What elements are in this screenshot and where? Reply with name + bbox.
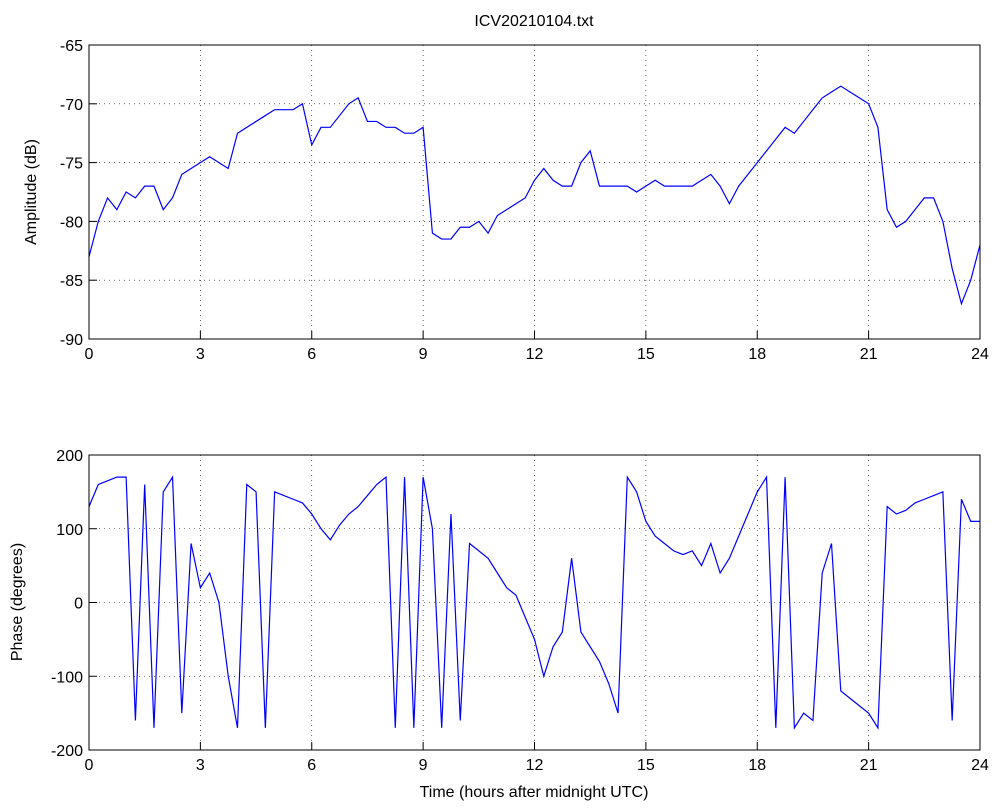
y-tick-label: -100 [51, 669, 83, 686]
x-tick-label: 6 [307, 757, 316, 774]
x-tick-label: 3 [196, 757, 205, 774]
y-tick-label: 0 [74, 596, 83, 613]
x-tick-label: 9 [419, 346, 428, 363]
y-axis-label: Amplitude (dB) [23, 139, 40, 245]
x-tick-label: 21 [860, 757, 878, 774]
data-line [88, 475, 980, 730]
y-tick-label: -90 [60, 332, 83, 349]
axes-box [88, 44, 981, 340]
y-tick-label: -85 [60, 273, 83, 290]
x-tick-label: 24 [971, 757, 989, 774]
y-tick-label: -75 [60, 156, 83, 173]
x-tick-label: 15 [637, 346, 655, 363]
x-tick-label: 0 [85, 346, 94, 363]
data-line [88, 85, 981, 306]
x-tick-label: 3 [196, 346, 205, 363]
y-tick-label: 200 [56, 448, 83, 465]
x-tick-label: 12 [526, 346, 544, 363]
axes-box [88, 454, 981, 751]
y-axis-label: Phase (degrees) [9, 543, 26, 661]
x-tick-label: 0 [85, 757, 94, 774]
x-tick-label: 12 [526, 757, 544, 774]
y-tick-label: -200 [51, 743, 83, 760]
x-tick-label: 24 [971, 346, 989, 363]
x-tick-label: 6 [307, 346, 316, 363]
y-tick-label: -80 [60, 214, 83, 231]
x-tick-label: 18 [748, 757, 766, 774]
y-tick-label: 100 [56, 522, 83, 539]
y-tick-label: -70 [60, 97, 83, 114]
x-tick-label: 18 [748, 346, 766, 363]
x-tick-label: 9 [419, 757, 428, 774]
x-tick-label: 15 [637, 757, 655, 774]
x-axis-label: Time (hours after midnight UTC) [420, 784, 649, 801]
x-tick-label: 21 [860, 346, 878, 363]
y-tick-label: -65 [60, 38, 83, 55]
chart-title: ICV20210104.txt [474, 13, 594, 30]
